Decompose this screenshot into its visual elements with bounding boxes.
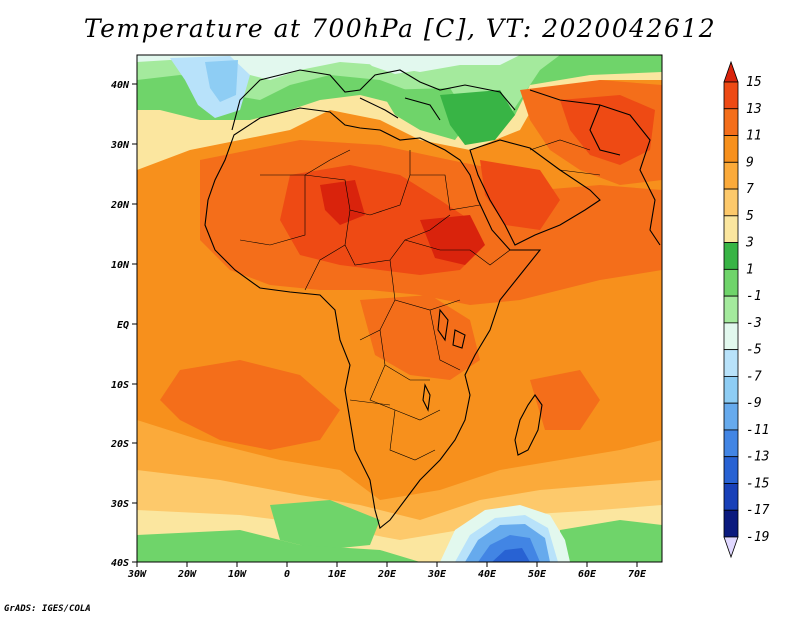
- colorbar-label: -3: [746, 316, 762, 331]
- x-tick-label: 60E: [578, 569, 597, 580]
- axis-ticks: [132, 83, 638, 567]
- colorbar-label: 3: [745, 236, 754, 251]
- map-title: Temperature at 700hPa [C], VT: 202004261…: [83, 14, 717, 43]
- x-tick-label: 70E: [628, 569, 647, 580]
- y-tick-label: EQ: [117, 320, 129, 331]
- colorbar-label: -17: [746, 503, 770, 518]
- colorbar-labels: 15 13 11 9 7 5 3 1 -1 -3 -5 -7 -9 -11 -13 -15 -17 -19: [745, 75, 770, 545]
- colorbar-swatch: [723, 295, 739, 324]
- map-frame: [136, 54, 663, 563]
- x-tick-label: 20E: [377, 569, 397, 580]
- colorbar-swatch: [723, 376, 739, 404]
- y-tick-label: 10N: [111, 260, 130, 271]
- x-tick-label: 30W: [127, 569, 147, 580]
- colorbar-label: -7: [746, 369, 762, 384]
- colorbar-swatch: [723, 188, 739, 217]
- colorbar-label: 7: [746, 182, 754, 197]
- x-tick-label: 0: [284, 569, 290, 580]
- colorbar-swatch: [723, 81, 739, 110]
- colorbar-swatch: [723, 161, 739, 190]
- colorbar-label: -13: [746, 450, 769, 465]
- y-tick-label: 30N: [110, 140, 130, 151]
- colorbar-label: -5: [746, 343, 762, 358]
- colorbar-swatch: [723, 215, 739, 243]
- temperature-field: [137, 55, 662, 562]
- colorbar-swatch: [723, 349, 739, 377]
- credit-text: GrADS: IGES/COLA: [4, 604, 91, 614]
- colorbar-swatch: [723, 108, 739, 136]
- colorbar-overflow-arrow: [723, 60, 739, 83]
- colorbar-swatch: [723, 402, 739, 431]
- y-tick-labels: 40N 30N 20N 10N EQ 10S 20S 30S 40S: [110, 80, 130, 569]
- y-tick-label: 10S: [111, 380, 129, 391]
- country-borders: [239, 139, 601, 461]
- colorbar-label: -15: [746, 476, 770, 491]
- x-tick-label: 10E: [328, 569, 347, 580]
- x-tick-label: 20W: [177, 569, 197, 580]
- colorbar-label: -9: [746, 396, 762, 411]
- colorbar-swatch: [723, 135, 739, 163]
- colorbar-label: 1: [746, 262, 754, 277]
- colorbar-swatch: [723, 483, 739, 511]
- x-tick-label: 40E: [478, 569, 497, 580]
- colorbar: [723, 60, 739, 559]
- colorbar-swatch: [723, 456, 739, 484]
- colorbar-label: 13: [746, 102, 762, 117]
- y-tick-label: 30S: [110, 499, 129, 510]
- colorbar-swatch: [723, 509, 739, 538]
- x-tick-label: 10W: [228, 569, 247, 580]
- colorbar-label: 5: [746, 209, 754, 224]
- colorbar-label: -19: [746, 530, 769, 545]
- colorbar-label: 9: [746, 155, 754, 170]
- colorbar-swatch: [723, 268, 739, 297]
- colorbar-label: -1: [746, 289, 762, 304]
- y-tick-label: 40N: [111, 80, 130, 91]
- colorbar-swatch: [723, 242, 739, 270]
- y-tick-label: 20N: [110, 200, 130, 211]
- colorbar-label: 15: [746, 75, 762, 90]
- colorbar-label: 11: [746, 129, 762, 144]
- x-tick-labels: 30W 20W 10W 0 10E 20E 30E 40E 50E 60E 70…: [127, 569, 647, 580]
- y-tick-label: 40S: [111, 558, 129, 569]
- colorbar-underflow-arrow: [723, 536, 739, 559]
- colorbar-label: -11: [746, 423, 769, 438]
- colorbar-swatch: [723, 322, 739, 351]
- x-tick-label: 50E: [528, 569, 547, 580]
- y-tick-label: 20S: [110, 439, 129, 450]
- coastlines: [204, 69, 661, 529]
- colorbar-swatch: [723, 429, 739, 458]
- x-tick-label: 30E: [427, 569, 447, 580]
